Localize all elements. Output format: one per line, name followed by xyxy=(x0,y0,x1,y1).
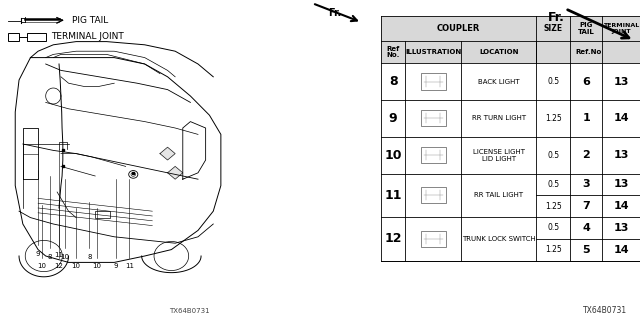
Text: RR TAIL LIGHT: RR TAIL LIGHT xyxy=(474,192,524,198)
Bar xyxy=(95,211,111,218)
Text: 1.25: 1.25 xyxy=(545,245,561,254)
Text: 5: 5 xyxy=(582,245,590,255)
Text: 10: 10 xyxy=(37,263,46,269)
Text: 13: 13 xyxy=(614,150,629,160)
Bar xyxy=(421,231,445,247)
Text: 7: 7 xyxy=(582,201,590,211)
Text: 0.5: 0.5 xyxy=(547,151,559,160)
Bar xyxy=(381,41,640,63)
Bar xyxy=(421,73,445,90)
Text: 0.5: 0.5 xyxy=(547,223,559,232)
Text: 12: 12 xyxy=(385,232,402,245)
Bar xyxy=(8,33,19,41)
Text: 9: 9 xyxy=(388,112,397,125)
Text: 4: 4 xyxy=(582,223,590,233)
Text: 14: 14 xyxy=(613,201,629,211)
Text: 13: 13 xyxy=(614,76,629,86)
Text: PIG
TAIL: PIG TAIL xyxy=(578,22,595,35)
Text: Ref.No: Ref.No xyxy=(575,49,602,55)
Text: COUPLER: COUPLER xyxy=(437,24,480,33)
Text: 14: 14 xyxy=(613,245,629,255)
Text: 14: 14 xyxy=(613,113,629,123)
Text: TX64B0731: TX64B0731 xyxy=(583,306,627,315)
Text: 3: 3 xyxy=(582,180,590,189)
Text: 8: 8 xyxy=(388,75,397,88)
Text: 11: 11 xyxy=(125,263,134,269)
Bar xyxy=(381,16,536,41)
Bar xyxy=(421,187,445,204)
Polygon shape xyxy=(168,166,183,179)
Text: 6: 6 xyxy=(582,76,590,86)
Bar xyxy=(602,16,640,41)
Text: BACK LIGHT: BACK LIGHT xyxy=(478,78,520,84)
Text: Ref
No.: Ref No. xyxy=(387,46,400,58)
Text: Fr.: Fr. xyxy=(328,8,342,18)
Text: 10: 10 xyxy=(60,254,69,260)
Text: 13: 13 xyxy=(614,223,629,233)
Bar xyxy=(536,16,570,41)
Text: ILLUSTRATION: ILLUSTRATION xyxy=(405,49,461,55)
Text: PIG TAIL: PIG TAIL xyxy=(72,16,109,25)
Text: TERMINAL
JOINT: TERMINAL JOINT xyxy=(603,23,639,34)
Text: LOCATION: LOCATION xyxy=(479,49,518,55)
Text: TERMINAL JOINT: TERMINAL JOINT xyxy=(51,32,124,41)
Polygon shape xyxy=(160,147,175,160)
Text: 13: 13 xyxy=(614,180,629,189)
Text: 0.5: 0.5 xyxy=(547,180,559,189)
Bar xyxy=(570,16,602,41)
Bar xyxy=(421,110,445,126)
Text: 1: 1 xyxy=(582,113,590,123)
Text: 1.25: 1.25 xyxy=(545,114,561,123)
Text: 2: 2 xyxy=(582,150,590,160)
Text: RR TURN LIGHT: RR TURN LIGHT xyxy=(472,115,526,121)
Text: TX64B0731: TX64B0731 xyxy=(169,308,209,314)
Bar xyxy=(421,147,445,163)
Text: 11: 11 xyxy=(385,189,402,202)
Text: Fr.: Fr. xyxy=(548,11,564,24)
Text: 11: 11 xyxy=(54,252,63,258)
Text: 10: 10 xyxy=(385,148,402,162)
Text: 9: 9 xyxy=(114,263,118,269)
Text: TRUNK LOCK SWITCH: TRUNK LOCK SWITCH xyxy=(462,236,536,242)
Text: 10: 10 xyxy=(93,263,102,269)
Text: 12: 12 xyxy=(54,263,63,269)
Text: 8: 8 xyxy=(47,254,52,260)
Text: 10: 10 xyxy=(72,263,81,269)
Text: LICENSE LIGHT
LID LIGHT: LICENSE LIGHT LID LIGHT xyxy=(473,148,525,162)
Text: 8: 8 xyxy=(87,254,92,260)
Text: 1.25: 1.25 xyxy=(545,202,561,211)
Bar xyxy=(27,33,45,41)
Text: 9: 9 xyxy=(36,251,40,257)
Text: SIZE: SIZE xyxy=(543,24,563,33)
Text: 0.5: 0.5 xyxy=(547,77,559,86)
